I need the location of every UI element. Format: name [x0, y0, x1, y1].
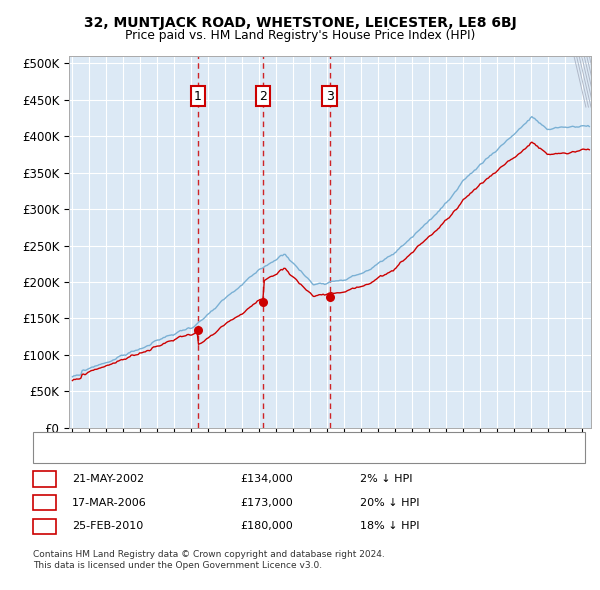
Text: Contains HM Land Registry data © Crown copyright and database right 2024.: Contains HM Land Registry data © Crown c… — [33, 550, 385, 559]
Text: £173,000: £173,000 — [240, 498, 293, 507]
Text: 18% ↓ HPI: 18% ↓ HPI — [360, 522, 419, 531]
Text: 21-MAY-2002: 21-MAY-2002 — [72, 474, 144, 484]
Text: 2: 2 — [41, 496, 48, 509]
Text: Price paid vs. HM Land Registry's House Price Index (HPI): Price paid vs. HM Land Registry's House … — [125, 30, 475, 42]
Text: HPI: Average price, detached house, Blaby: HPI: Average price, detached house, Blab… — [66, 451, 274, 461]
Text: This data is licensed under the Open Government Licence v3.0.: This data is licensed under the Open Gov… — [33, 560, 322, 570]
Text: 2: 2 — [259, 90, 267, 103]
Text: —: — — [39, 448, 55, 463]
Text: 25-FEB-2010: 25-FEB-2010 — [72, 522, 143, 531]
Text: 20% ↓ HPI: 20% ↓ HPI — [360, 498, 419, 507]
Text: £134,000: £134,000 — [240, 474, 293, 484]
Text: 1: 1 — [41, 473, 48, 486]
Text: 2% ↓ HPI: 2% ↓ HPI — [360, 474, 413, 484]
Text: 17-MAR-2006: 17-MAR-2006 — [72, 498, 147, 507]
Text: 3: 3 — [41, 520, 48, 533]
Text: £180,000: £180,000 — [240, 522, 293, 531]
Text: 3: 3 — [326, 90, 334, 103]
Text: 32, MUNTJACK ROAD, WHETSTONE, LEICESTER, LE8 6BJ: 32, MUNTJACK ROAD, WHETSTONE, LEICESTER,… — [83, 16, 517, 30]
Text: 32, MUNTJACK ROAD, WHETSTONE, LEICESTER, LE8 6BJ (detached house): 32, MUNTJACK ROAD, WHETSTONE, LEICESTER,… — [66, 435, 427, 445]
Text: —: — — [39, 433, 55, 448]
Text: 1: 1 — [194, 90, 202, 103]
